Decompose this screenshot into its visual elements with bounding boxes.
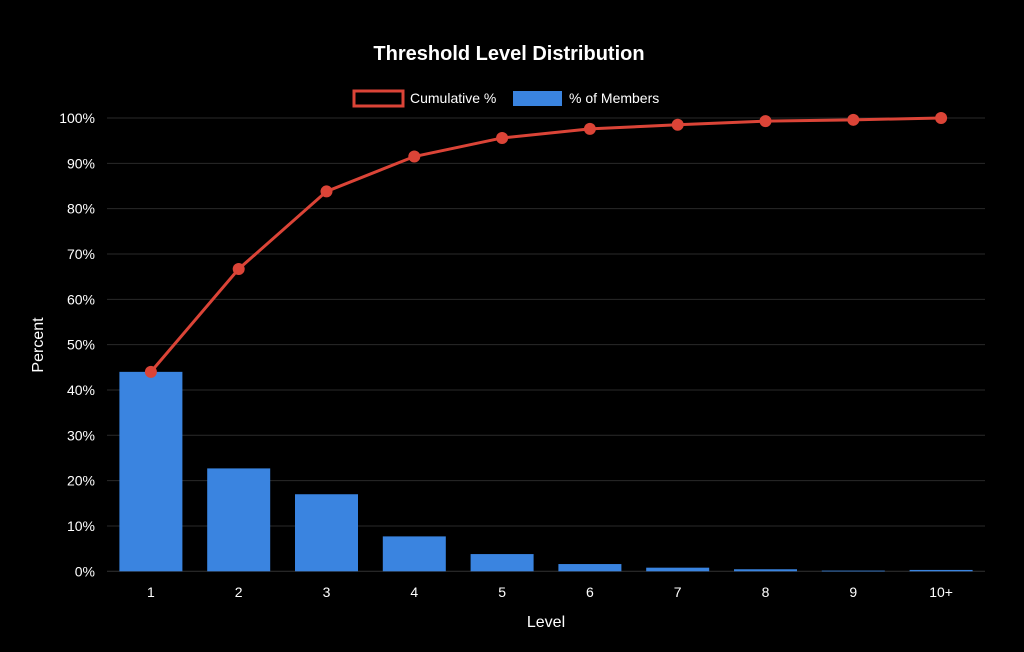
x-axis-label: Level <box>527 614 565 631</box>
y-tick-label: 80% <box>67 201 95 217</box>
bar <box>909 569 973 572</box>
bar-series <box>119 371 973 572</box>
bar <box>734 569 797 572</box>
line-point <box>583 122 596 135</box>
bar <box>119 371 183 572</box>
legend-label-members: % of Members <box>569 90 659 106</box>
y-tick-label: 50% <box>67 337 95 353</box>
x-tick-label: 10+ <box>929 584 953 600</box>
chart-title: Threshold Level Distribution <box>373 43 644 65</box>
x-tick-label: 4 <box>410 584 418 600</box>
line-point <box>408 150 421 163</box>
legend-label-cumulative: Cumulative % <box>410 90 496 106</box>
bar <box>207 468 271 572</box>
y-tick-label: 70% <box>67 246 95 262</box>
x-tick-label: 7 <box>674 584 682 600</box>
line-point <box>671 118 684 131</box>
line-point <box>935 112 948 124</box>
line-point <box>144 365 157 378</box>
x-tick-label: 5 <box>498 584 506 600</box>
line-point <box>847 113 860 126</box>
y-axis-ticks: 0% 10% 20% 30% 40% 50% 60% 70% 80% 90% 100% <box>59 110 95 579</box>
line-point <box>232 262 245 275</box>
y-tick-label: 20% <box>67 473 95 489</box>
legend: Cumulative % % of Members <box>352 89 659 108</box>
x-tick-label: 3 <box>323 584 331 600</box>
y-tick-label: 40% <box>67 382 95 398</box>
x-tick-label: 1 <box>147 584 155 600</box>
legend-item-cumulative[interactable]: Cumulative % <box>352 89 496 108</box>
bar <box>646 567 710 572</box>
y-axis-label: Percent <box>30 317 47 373</box>
line-series <box>144 112 948 378</box>
y-tick-label: 90% <box>67 155 95 171</box>
y-tick-label: 100% <box>59 110 95 126</box>
y-tick-label: 10% <box>67 518 95 534</box>
x-tick-label: 6 <box>586 584 594 600</box>
x-tick-label: 2 <box>235 584 243 600</box>
x-axis-ticks: 1 2 3 4 5 6 7 8 9 10+ <box>147 584 953 600</box>
line-point <box>759 115 772 128</box>
bar <box>821 570 885 572</box>
bar <box>558 564 622 572</box>
legend-item-members[interactable]: % of Members <box>513 90 659 106</box>
line-point <box>496 131 509 144</box>
bar <box>295 494 358 572</box>
y-tick-label: 60% <box>67 291 95 307</box>
legend-swatch-members <box>513 91 562 106</box>
x-tick-label: 9 <box>849 584 857 600</box>
cumulative-line <box>149 116 942 373</box>
bar <box>470 554 534 572</box>
line-point <box>320 185 333 198</box>
legend-swatch-cumulative <box>352 89 405 108</box>
x-tick-label: 8 <box>762 584 770 600</box>
bar <box>382 536 446 572</box>
y-tick-label: 30% <box>67 427 95 443</box>
y-tick-label: 0% <box>75 563 95 579</box>
